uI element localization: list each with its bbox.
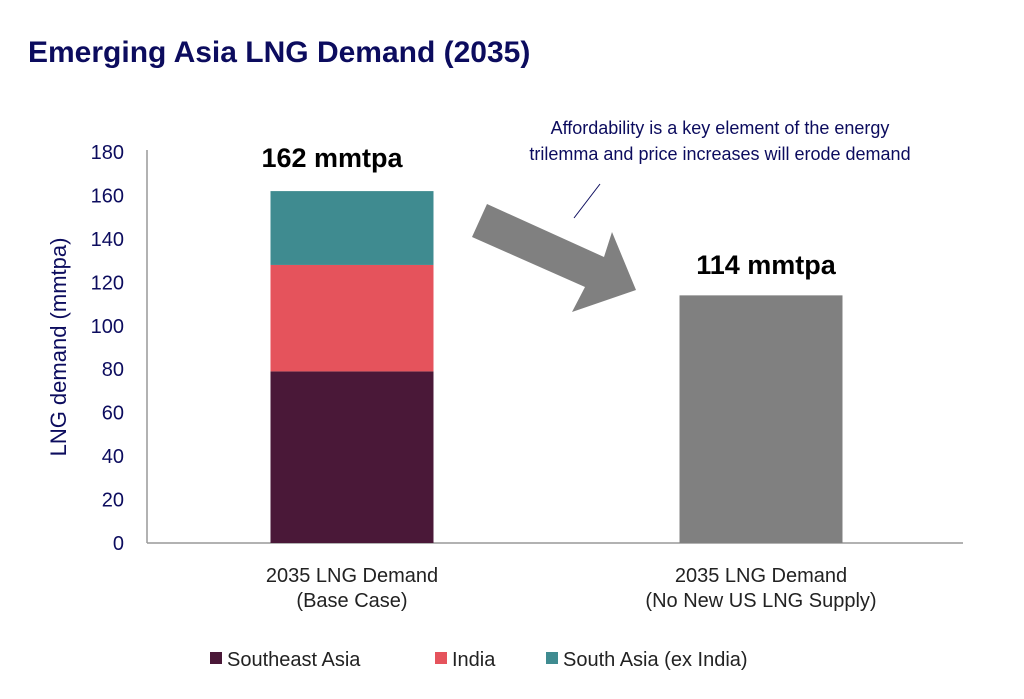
x-category-label: (No New US LNG Supply)	[645, 590, 876, 612]
decrease-arrow	[472, 204, 636, 312]
legend-swatch	[210, 652, 222, 664]
y-tick-label: 180	[91, 142, 124, 164]
bar-segment-south-asia-ex-india-	[270, 191, 434, 265]
y-axis-label: LNG demand (mmtpa)	[46, 238, 71, 457]
legend-swatch	[435, 652, 447, 664]
y-tick-label: 40	[102, 446, 124, 468]
legend-label: India	[452, 649, 496, 671]
y-tick-label: 60	[102, 403, 124, 425]
y-tick-label: 120	[91, 272, 124, 294]
bar-segment-total	[679, 295, 843, 543]
x-category-label: 2035 LNG Demand	[266, 565, 438, 587]
x-category-label: (Base Case)	[296, 590, 407, 612]
x-category-label: 2035 LNG Demand	[675, 565, 847, 587]
y-tick-label: 100	[91, 316, 124, 338]
y-tick-label: 140	[91, 229, 124, 251]
legend-label: Southeast Asia	[227, 649, 361, 671]
y-tick-label: 160	[91, 185, 124, 207]
annotation-leader-line	[573, 183, 601, 219]
data-label-base-case: 162 mmtpa	[261, 143, 403, 173]
chart-title: Emerging Asia LNG Demand (2035)	[28, 36, 530, 69]
bar-segment-southeast-asia	[270, 371, 434, 543]
legend-label: South Asia (ex India)	[563, 649, 748, 671]
data-label-no-new-supply: 114 mmtpa	[696, 250, 837, 280]
y-tick-label: 20	[102, 490, 124, 512]
y-tick-label: 0	[113, 533, 124, 555]
annotation-line-2: trilemma and price increases will erode …	[529, 144, 910, 164]
annotation-line-1: Affordability is a key element of the en…	[551, 118, 890, 138]
bar-segment-india	[270, 264, 434, 372]
y-tick-label: 80	[102, 359, 124, 381]
legend-swatch	[546, 652, 558, 664]
